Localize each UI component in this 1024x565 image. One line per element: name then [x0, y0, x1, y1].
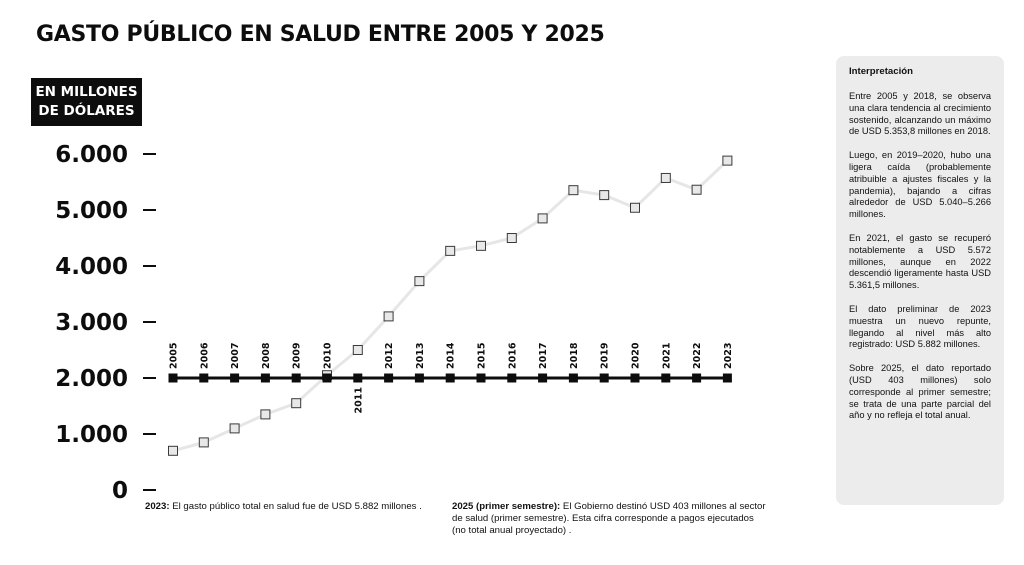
data-point — [599, 190, 610, 201]
data-point — [537, 213, 548, 224]
data-point — [476, 240, 486, 251]
note-2023: 2023: El gasto público total en salud fu… — [145, 501, 445, 513]
year-label: 2017 — [538, 343, 549, 369]
year-label: 2006 — [199, 342, 210, 369]
timeline-marker — [291, 373, 301, 383]
data-point — [691, 184, 702, 195]
timeline-marker — [199, 373, 209, 383]
panel-paragraph: Luego, en 2019–2020, hubo una ligera caí… — [849, 150, 991, 220]
data-point — [352, 345, 363, 355]
chart-title: GASTO PÚBLICO EN SALUD ENTRE 2005 Y 2025 — [36, 22, 605, 47]
series-line — [172, 159, 729, 453]
data-point — [198, 437, 209, 448]
year-timeline: 2005 2006 2007 2008 2009 2010 2011 2012 2013 2014… — [168, 342, 734, 413]
y-tick-label: 2.000 — [55, 366, 128, 392]
timeline-marker — [599, 373, 609, 383]
data-point — [445, 245, 456, 256]
note-2025-text: El Gobierno destinó USD 403 millones al … — [452, 501, 766, 536]
panel-paragraph: En 2021, el gasto se recuperó notablemen… — [849, 232, 991, 291]
year-label: 2012 — [384, 343, 395, 369]
data-point — [630, 202, 640, 213]
year-label: 2018 — [569, 342, 580, 369]
interpretation-panel: Interpretación Entre 2005 y 2018, se obs… — [836, 56, 1004, 505]
timeline-marker — [692, 373, 702, 383]
timeline-marker — [722, 373, 732, 383]
year-label: 2016 — [507, 342, 518, 369]
year-label: 2010 — [323, 342, 334, 369]
timeline-marker — [230, 373, 240, 383]
panel-paragraph: Sobre 2025, el dato reportado (USD 403 m… — [849, 363, 991, 421]
year-label: 2019 — [600, 343, 611, 369]
year-label: 2015 — [477, 343, 488, 369]
year-label: 2013 — [415, 343, 426, 369]
unit-label-box: EN MILLONES DE DÓLARES — [31, 78, 142, 126]
data-point — [506, 233, 517, 243]
timeline-marker — [260, 373, 270, 383]
timeline-marker — [353, 373, 363, 383]
unit-label-line-2: DE DÓLARES — [38, 103, 135, 119]
data-point — [722, 155, 733, 166]
data-point — [260, 409, 271, 420]
y-tick-label: 4.000 — [55, 254, 128, 280]
timeline-marker — [414, 373, 424, 383]
timeline-marker — [322, 373, 332, 383]
data-point — [168, 445, 178, 456]
year-label: 2020 — [631, 342, 642, 369]
data-point — [568, 185, 579, 196]
y-tick-label: 5.000 — [55, 198, 128, 224]
data-point — [291, 398, 302, 409]
year-label: 2011 — [353, 387, 364, 413]
year-label: 2021 — [661, 343, 672, 369]
trend-series — [168, 155, 733, 456]
note-2025: 2025 (primer semestre): El Gobierno dest… — [452, 501, 770, 537]
panel-title: Interpretación — [849, 66, 913, 77]
data-point — [660, 172, 671, 183]
data-point — [229, 423, 240, 434]
year-label: 2005 — [169, 343, 180, 369]
note-2023-label: 2023: — [145, 501, 170, 512]
y-tick-label: 1.000 — [55, 422, 128, 448]
timeline-marker — [538, 373, 548, 383]
year-label: 2023 — [723, 343, 734, 369]
timeline-marker — [507, 373, 517, 383]
y-tick-label: 6.000 — [55, 142, 128, 168]
timeline-marker — [476, 373, 486, 383]
panel-paragraph: Entre 2005 y 2018, se observa una clara … — [849, 91, 991, 137]
y-tick-label: 3.000 — [55, 310, 128, 336]
line-chart: 0 1.000 2.000 3.000 4.000 5.000 6.000 2005 2006… — [55, 142, 734, 500]
unit-label-line-1: EN MILLONES — [35, 84, 138, 100]
y-axis: 0 1.000 2.000 3.000 4.000 5.000 6.000 — [55, 142, 156, 500]
timeline-marker — [445, 373, 455, 383]
data-point — [383, 311, 394, 322]
year-label: 2014 — [446, 342, 457, 369]
panel-paragraph: El dato preliminar de 2023 muestra un nu… — [849, 303, 991, 350]
year-label: 2008 — [261, 342, 272, 369]
timeline-marker — [661, 373, 671, 383]
timeline-marker — [630, 373, 640, 383]
timeline-marker — [384, 373, 394, 383]
timeline-marker — [568, 373, 578, 383]
y-tick-label: 0 — [112, 478, 128, 500]
year-label: 2009 — [292, 343, 303, 369]
note-2025-label: 2025 (primer semestre): — [452, 501, 561, 512]
year-label: 2007 — [230, 343, 241, 369]
year-label: 2022 — [692, 343, 703, 369]
note-2023-text: El gasto público total en salud fue de U… — [169, 501, 422, 512]
data-point — [414, 276, 425, 287]
timeline-marker — [168, 373, 178, 383]
